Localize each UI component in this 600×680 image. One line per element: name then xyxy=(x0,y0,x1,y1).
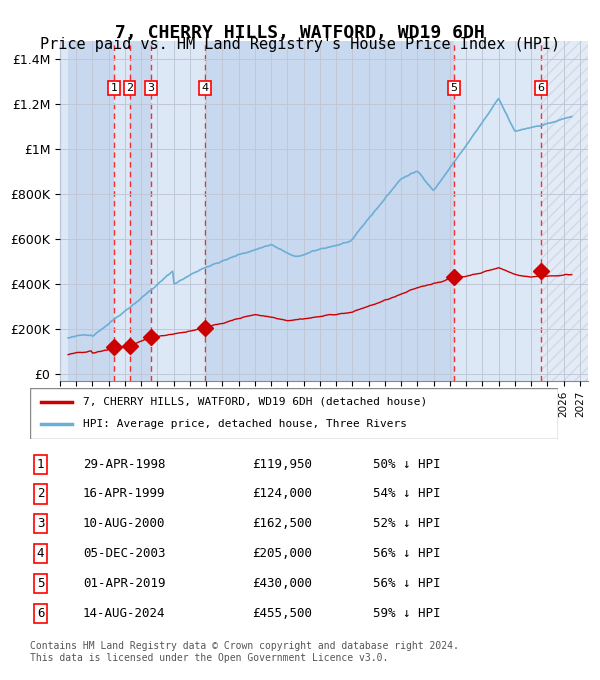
Bar xyxy=(114,41,130,381)
Bar xyxy=(541,41,588,381)
Text: 7, CHERRY HILLS, WATFORD, WD19 6DH: 7, CHERRY HILLS, WATFORD, WD19 6DH xyxy=(115,24,485,41)
Text: 6: 6 xyxy=(538,83,545,93)
Text: £162,500: £162,500 xyxy=(252,517,312,530)
Text: 01-APR-2019: 01-APR-2019 xyxy=(83,577,166,590)
Text: 05-DEC-2003: 05-DEC-2003 xyxy=(83,547,166,560)
Text: 52% ↓ HPI: 52% ↓ HPI xyxy=(373,517,440,530)
Text: 7, CHERRY HILLS, WATFORD, WD19 6DH (detached house): 7, CHERRY HILLS, WATFORD, WD19 6DH (deta… xyxy=(83,397,427,407)
Text: 14-AUG-2024: 14-AUG-2024 xyxy=(83,607,166,619)
Text: 2: 2 xyxy=(126,83,133,93)
Bar xyxy=(541,41,588,381)
FancyBboxPatch shape xyxy=(30,388,558,439)
Text: 16-APR-1999: 16-APR-1999 xyxy=(83,488,166,500)
Bar xyxy=(151,41,205,381)
Bar xyxy=(68,41,114,381)
Bar xyxy=(454,41,541,381)
Text: 6: 6 xyxy=(37,607,44,619)
Text: 54% ↓ HPI: 54% ↓ HPI xyxy=(373,488,440,500)
Text: 3: 3 xyxy=(37,517,44,530)
Bar xyxy=(205,41,454,381)
Text: 56% ↓ HPI: 56% ↓ HPI xyxy=(373,547,440,560)
Text: 59% ↓ HPI: 59% ↓ HPI xyxy=(373,607,440,619)
Text: £119,950: £119,950 xyxy=(252,458,312,471)
Text: 50% ↓ HPI: 50% ↓ HPI xyxy=(373,458,440,471)
Text: HPI: Average price, detached house, Three Rivers: HPI: Average price, detached house, Thre… xyxy=(83,420,407,429)
Text: 5: 5 xyxy=(451,83,457,93)
Text: Contains HM Land Registry data © Crown copyright and database right 2024.
This d: Contains HM Land Registry data © Crown c… xyxy=(30,641,459,663)
Text: 4: 4 xyxy=(37,547,44,560)
Text: 10-AUG-2000: 10-AUG-2000 xyxy=(83,517,166,530)
Text: 4: 4 xyxy=(202,83,209,93)
Text: 29-APR-1998: 29-APR-1998 xyxy=(83,458,166,471)
Bar xyxy=(130,41,151,381)
Text: 2: 2 xyxy=(37,488,44,500)
Text: 1: 1 xyxy=(37,458,44,471)
Text: 3: 3 xyxy=(148,83,155,93)
Text: £205,000: £205,000 xyxy=(252,547,312,560)
Text: Price paid vs. HM Land Registry's House Price Index (HPI): Price paid vs. HM Land Registry's House … xyxy=(40,37,560,52)
Text: 1: 1 xyxy=(110,83,118,93)
Text: £124,000: £124,000 xyxy=(252,488,312,500)
Text: 56% ↓ HPI: 56% ↓ HPI xyxy=(373,577,440,590)
Text: £455,500: £455,500 xyxy=(252,607,312,619)
Text: £430,000: £430,000 xyxy=(252,577,312,590)
Text: 5: 5 xyxy=(37,577,44,590)
